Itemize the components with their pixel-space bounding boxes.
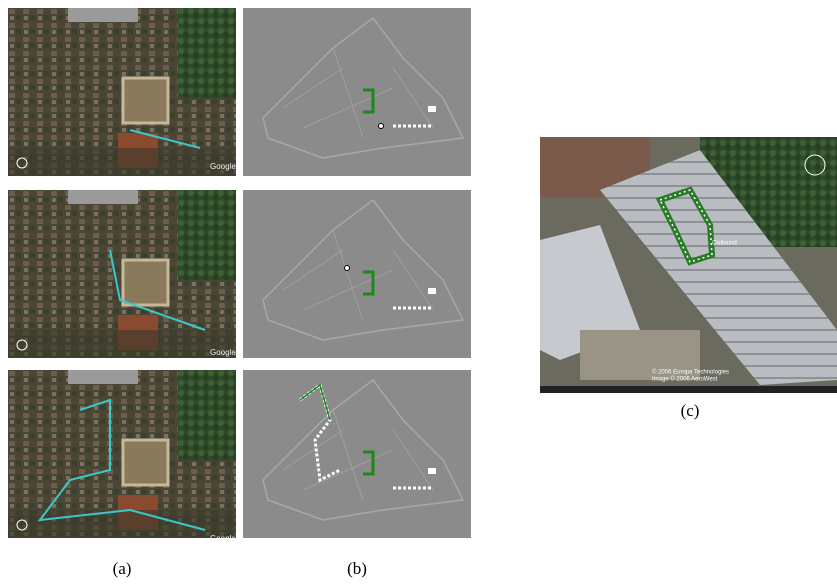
caption: (b) bbox=[347, 559, 367, 578]
caption: (c) bbox=[681, 401, 700, 420]
panel-a: Google Google Google bbox=[8, 8, 236, 543]
copyright: © 2006 Europa Technologies bbox=[652, 369, 729, 376]
caption: (a) bbox=[113, 559, 132, 578]
watermark: Google bbox=[210, 348, 236, 357]
panel-b bbox=[243, 8, 471, 538]
watermark: Google bbox=[210, 162, 236, 171]
panel-c: Civilound © 2006 Europa Technologies Ima… bbox=[540, 137, 837, 393]
figure: Google Google Google Civilound © 2006 Eu… bbox=[0, 0, 837, 582]
place-label: Civilound bbox=[712, 241, 737, 247]
copyright: Image © 2006 AeroWest bbox=[652, 376, 718, 383]
watermark: Google bbox=[210, 534, 236, 543]
